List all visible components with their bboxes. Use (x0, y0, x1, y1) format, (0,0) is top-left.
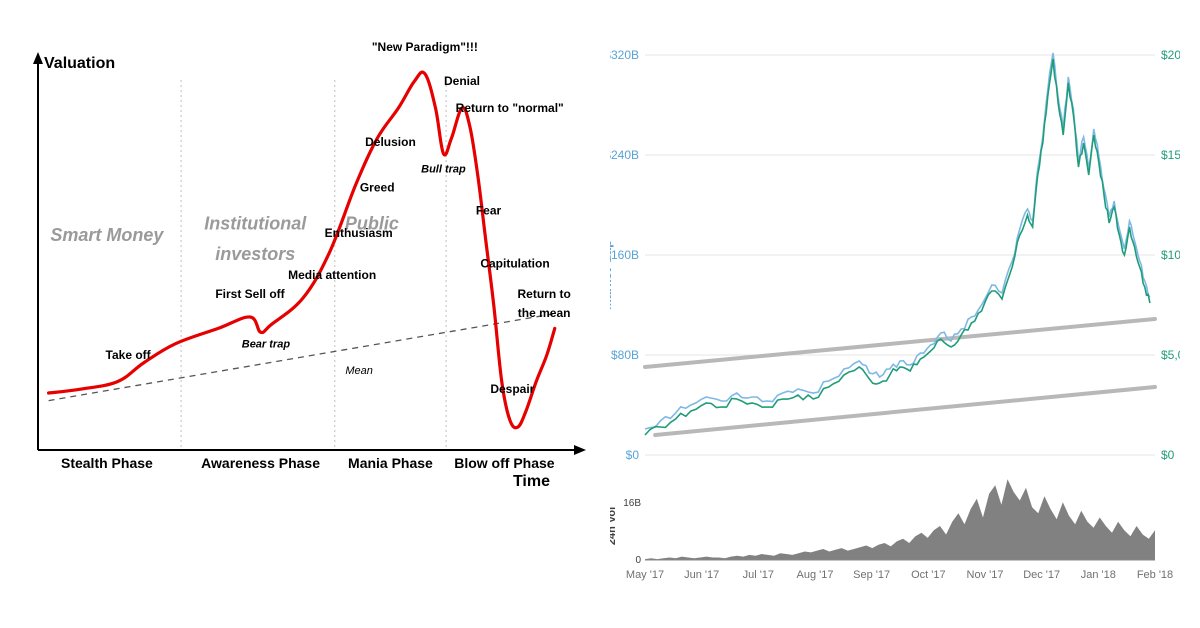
x-tick: Jul '17 (743, 569, 774, 581)
phase-name: Mania Phase (348, 455, 433, 471)
x-tick: Sep '17 (853, 569, 890, 581)
annotation: Enthusiasm (325, 226, 393, 240)
right-y-tick: $15,000.00 (1161, 148, 1180, 162)
annotation: the mean (518, 306, 571, 320)
annotation: Bull trap (421, 164, 466, 176)
vol-tick: 16B (623, 498, 641, 509)
annotation: "New Paradigm"!!! (372, 40, 478, 54)
phase-name: Awareness Phase (201, 455, 320, 471)
annotation: Return to (517, 287, 570, 301)
left-y-tick: $80B (611, 348, 639, 362)
annotation: Take off (106, 348, 152, 362)
right-y-tick: $10,000.00 (1161, 248, 1180, 262)
right-y-tick: $0 (1161, 448, 1175, 462)
x-tick: May '17 (626, 569, 664, 581)
volume-area (645, 479, 1155, 560)
left-y-tick: $160B (610, 248, 639, 262)
right-y-tick: $5,000.00 (1161, 348, 1180, 362)
bubble-phases-chart: Valuation Time Mean Stealth Phase Awareness … (0, 0, 600, 520)
x-axis-label: Time (513, 473, 550, 490)
mean-label: Mean (345, 365, 373, 377)
trend-line (645, 319, 1155, 367)
right-y-tick: $20,000.00 (1161, 48, 1180, 62)
phase-name: Blow off Phase (454, 455, 555, 471)
market-cap-axis-label: Market Cap (610, 240, 614, 310)
btc-price-chart: $0 $80B $160B $240B $320B $0 $5,000.00 $10,000.… (610, 0, 1180, 620)
annotation: Denial (444, 74, 480, 88)
annotation: Media attention (288, 268, 376, 282)
x-tick: Feb '18 (1137, 569, 1173, 581)
investor-group-label: investors (215, 244, 295, 264)
left-y-tick: $240B (610, 148, 639, 162)
bubble-curve (49, 72, 555, 428)
x-tick: Jun '17 (684, 569, 719, 581)
annotation: Return to "normal" (456, 101, 564, 115)
x-tick: Nov '17 (967, 569, 1004, 581)
left-y-tick: $320B (610, 48, 639, 62)
x-tick: Aug '17 (797, 569, 834, 581)
y-axis-label: Valuation (44, 55, 115, 72)
annotation: Greed (360, 181, 395, 195)
vol-tick: 0 (635, 555, 641, 566)
x-tick: Oct '17 (911, 569, 946, 581)
annotation: Capitulation (480, 257, 549, 271)
x-tick: Jan '18 (1081, 569, 1116, 581)
annotation: Bear trap (242, 338, 291, 350)
volume-axis-label: 24h Vol (610, 507, 618, 545)
annotation: Delusion (365, 135, 416, 149)
annotation: First Sell off (215, 287, 285, 301)
annotation: Despair (490, 382, 534, 396)
left-y-tick: $0 (626, 448, 640, 462)
investor-group-label: Institutional (204, 214, 307, 234)
market-cap-line (645, 53, 1150, 429)
trend-line (655, 387, 1155, 435)
annotation: Fear (476, 203, 502, 217)
investor-group-label: Smart Money (50, 225, 164, 245)
x-tick: Dec '17 (1023, 569, 1060, 581)
phase-name: Stealth Phase (61, 455, 153, 471)
price-line (645, 59, 1150, 435)
